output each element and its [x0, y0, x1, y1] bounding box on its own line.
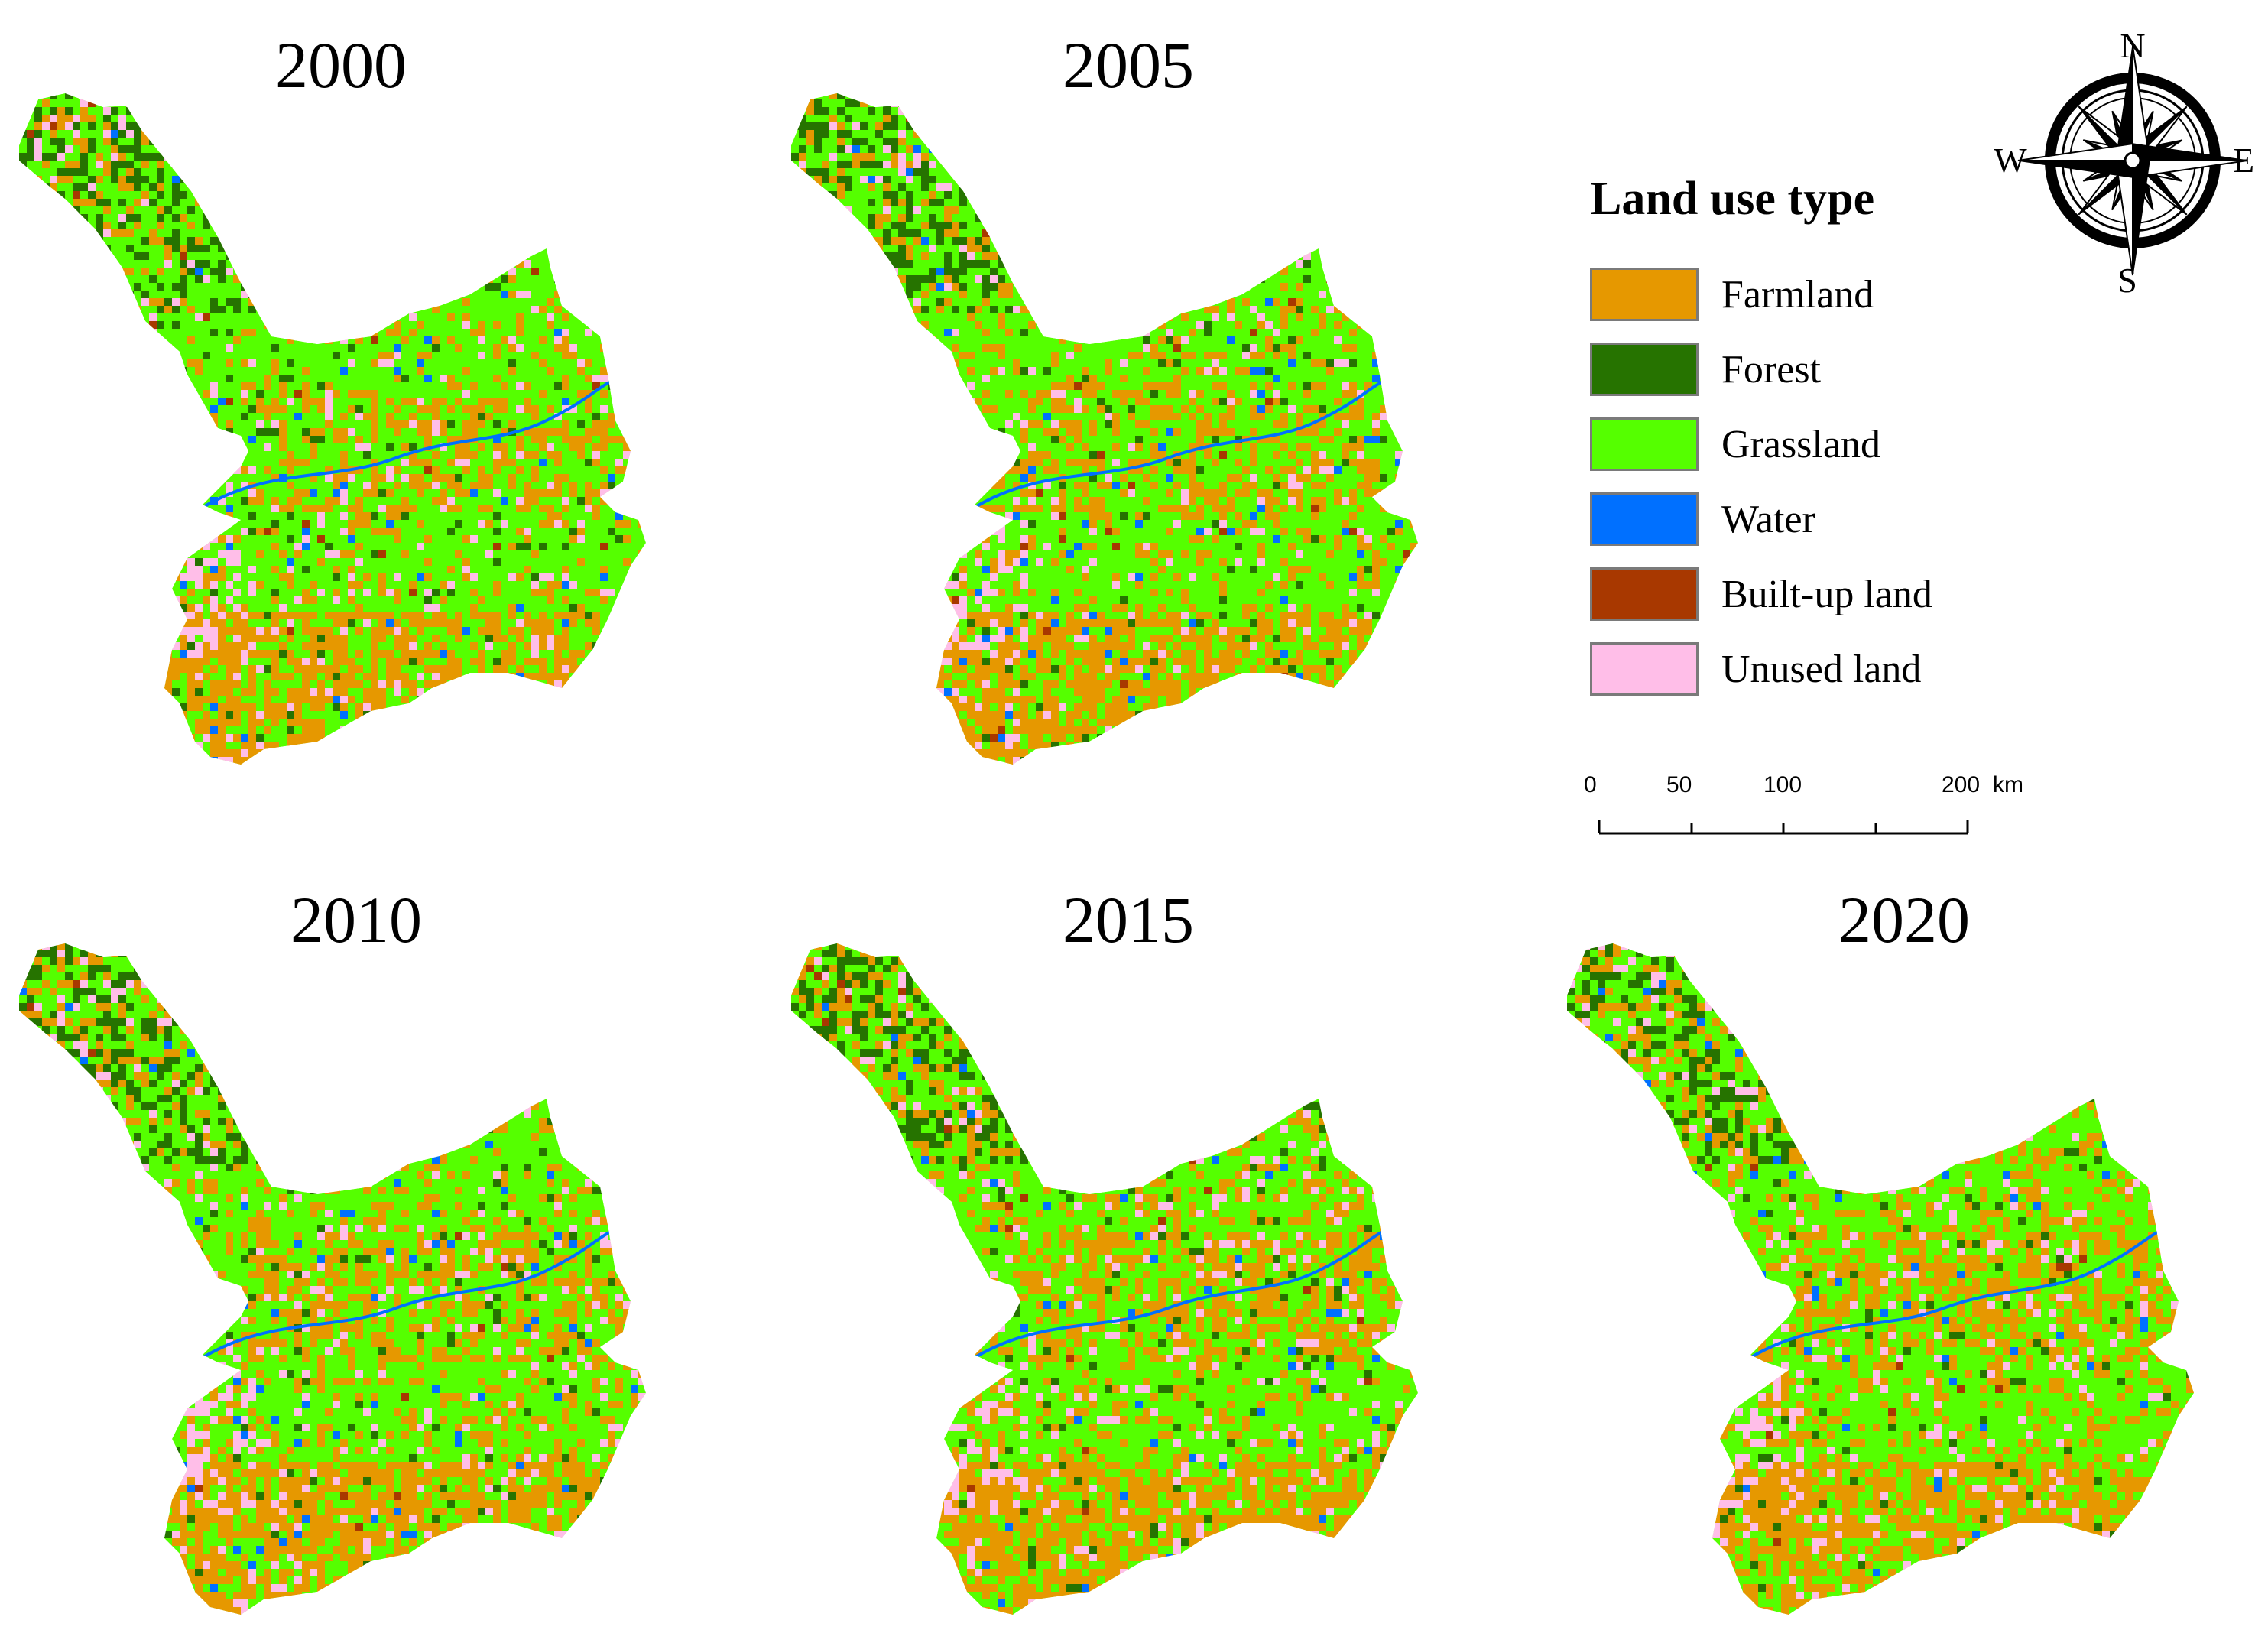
- legend-swatch: [1590, 492, 1699, 546]
- year-title-2005: 2005: [1063, 28, 1194, 102]
- legend-label: Unused land: [1721, 647, 1922, 691]
- compass-s: S: [2117, 261, 2137, 298]
- legend-swatch: [1590, 268, 1699, 321]
- legend-swatch: [1590, 567, 1699, 621]
- legend-item: Water: [1590, 482, 1932, 557]
- legend-label: Water: [1721, 497, 1815, 541]
- legend-item: Forest: [1590, 332, 1932, 407]
- compass-w: W: [1994, 141, 2027, 180]
- map-2000: [11, 84, 699, 772]
- legend: Land use type Farmland Forest Grassland Wat…: [1590, 172, 1932, 706]
- legend-item: Built-up land: [1590, 557, 1932, 632]
- legend-label: Farmland: [1721, 272, 1874, 317]
- map-2020: [1559, 934, 2247, 1622]
- legend-label: Grassland: [1721, 422, 1880, 466]
- legend-swatch: [1590, 642, 1699, 696]
- year-title-2010: 2010: [290, 883, 422, 956]
- scale-tick-200: 200: [1942, 772, 1981, 797]
- scale-bar: 0 50 100 200 km: [1584, 772, 2049, 849]
- legend-item: Unused land: [1590, 632, 1932, 706]
- north-arrow-compass-icon: N S E W: [1987, 15, 2263, 300]
- legend-label: Forest: [1721, 347, 1821, 391]
- legend-item: Grassland: [1590, 407, 1932, 482]
- year-title-2000: 2000: [275, 28, 407, 102]
- compass-n: N: [2120, 26, 2145, 65]
- compass-e: E: [2233, 141, 2254, 180]
- year-title-2020: 2020: [1838, 883, 1970, 956]
- map-2005: [784, 84, 1471, 772]
- map-2010: [11, 934, 699, 1622]
- legend-title: Land use type: [1590, 173, 1875, 225]
- scale-tick-50: 50: [1666, 772, 1692, 797]
- scale-unit: km: [1993, 772, 2023, 797]
- legend-swatch: [1590, 417, 1699, 471]
- scale-tick-0: 0: [1584, 772, 1597, 797]
- legend-label: Built-up land: [1721, 572, 1932, 616]
- map-2015: [784, 934, 1471, 1622]
- legend-swatch: [1590, 343, 1699, 396]
- scale-tick-100: 100: [1763, 772, 1802, 797]
- legend-item: Farmland: [1590, 257, 1932, 332]
- year-title-2015: 2015: [1063, 883, 1194, 956]
